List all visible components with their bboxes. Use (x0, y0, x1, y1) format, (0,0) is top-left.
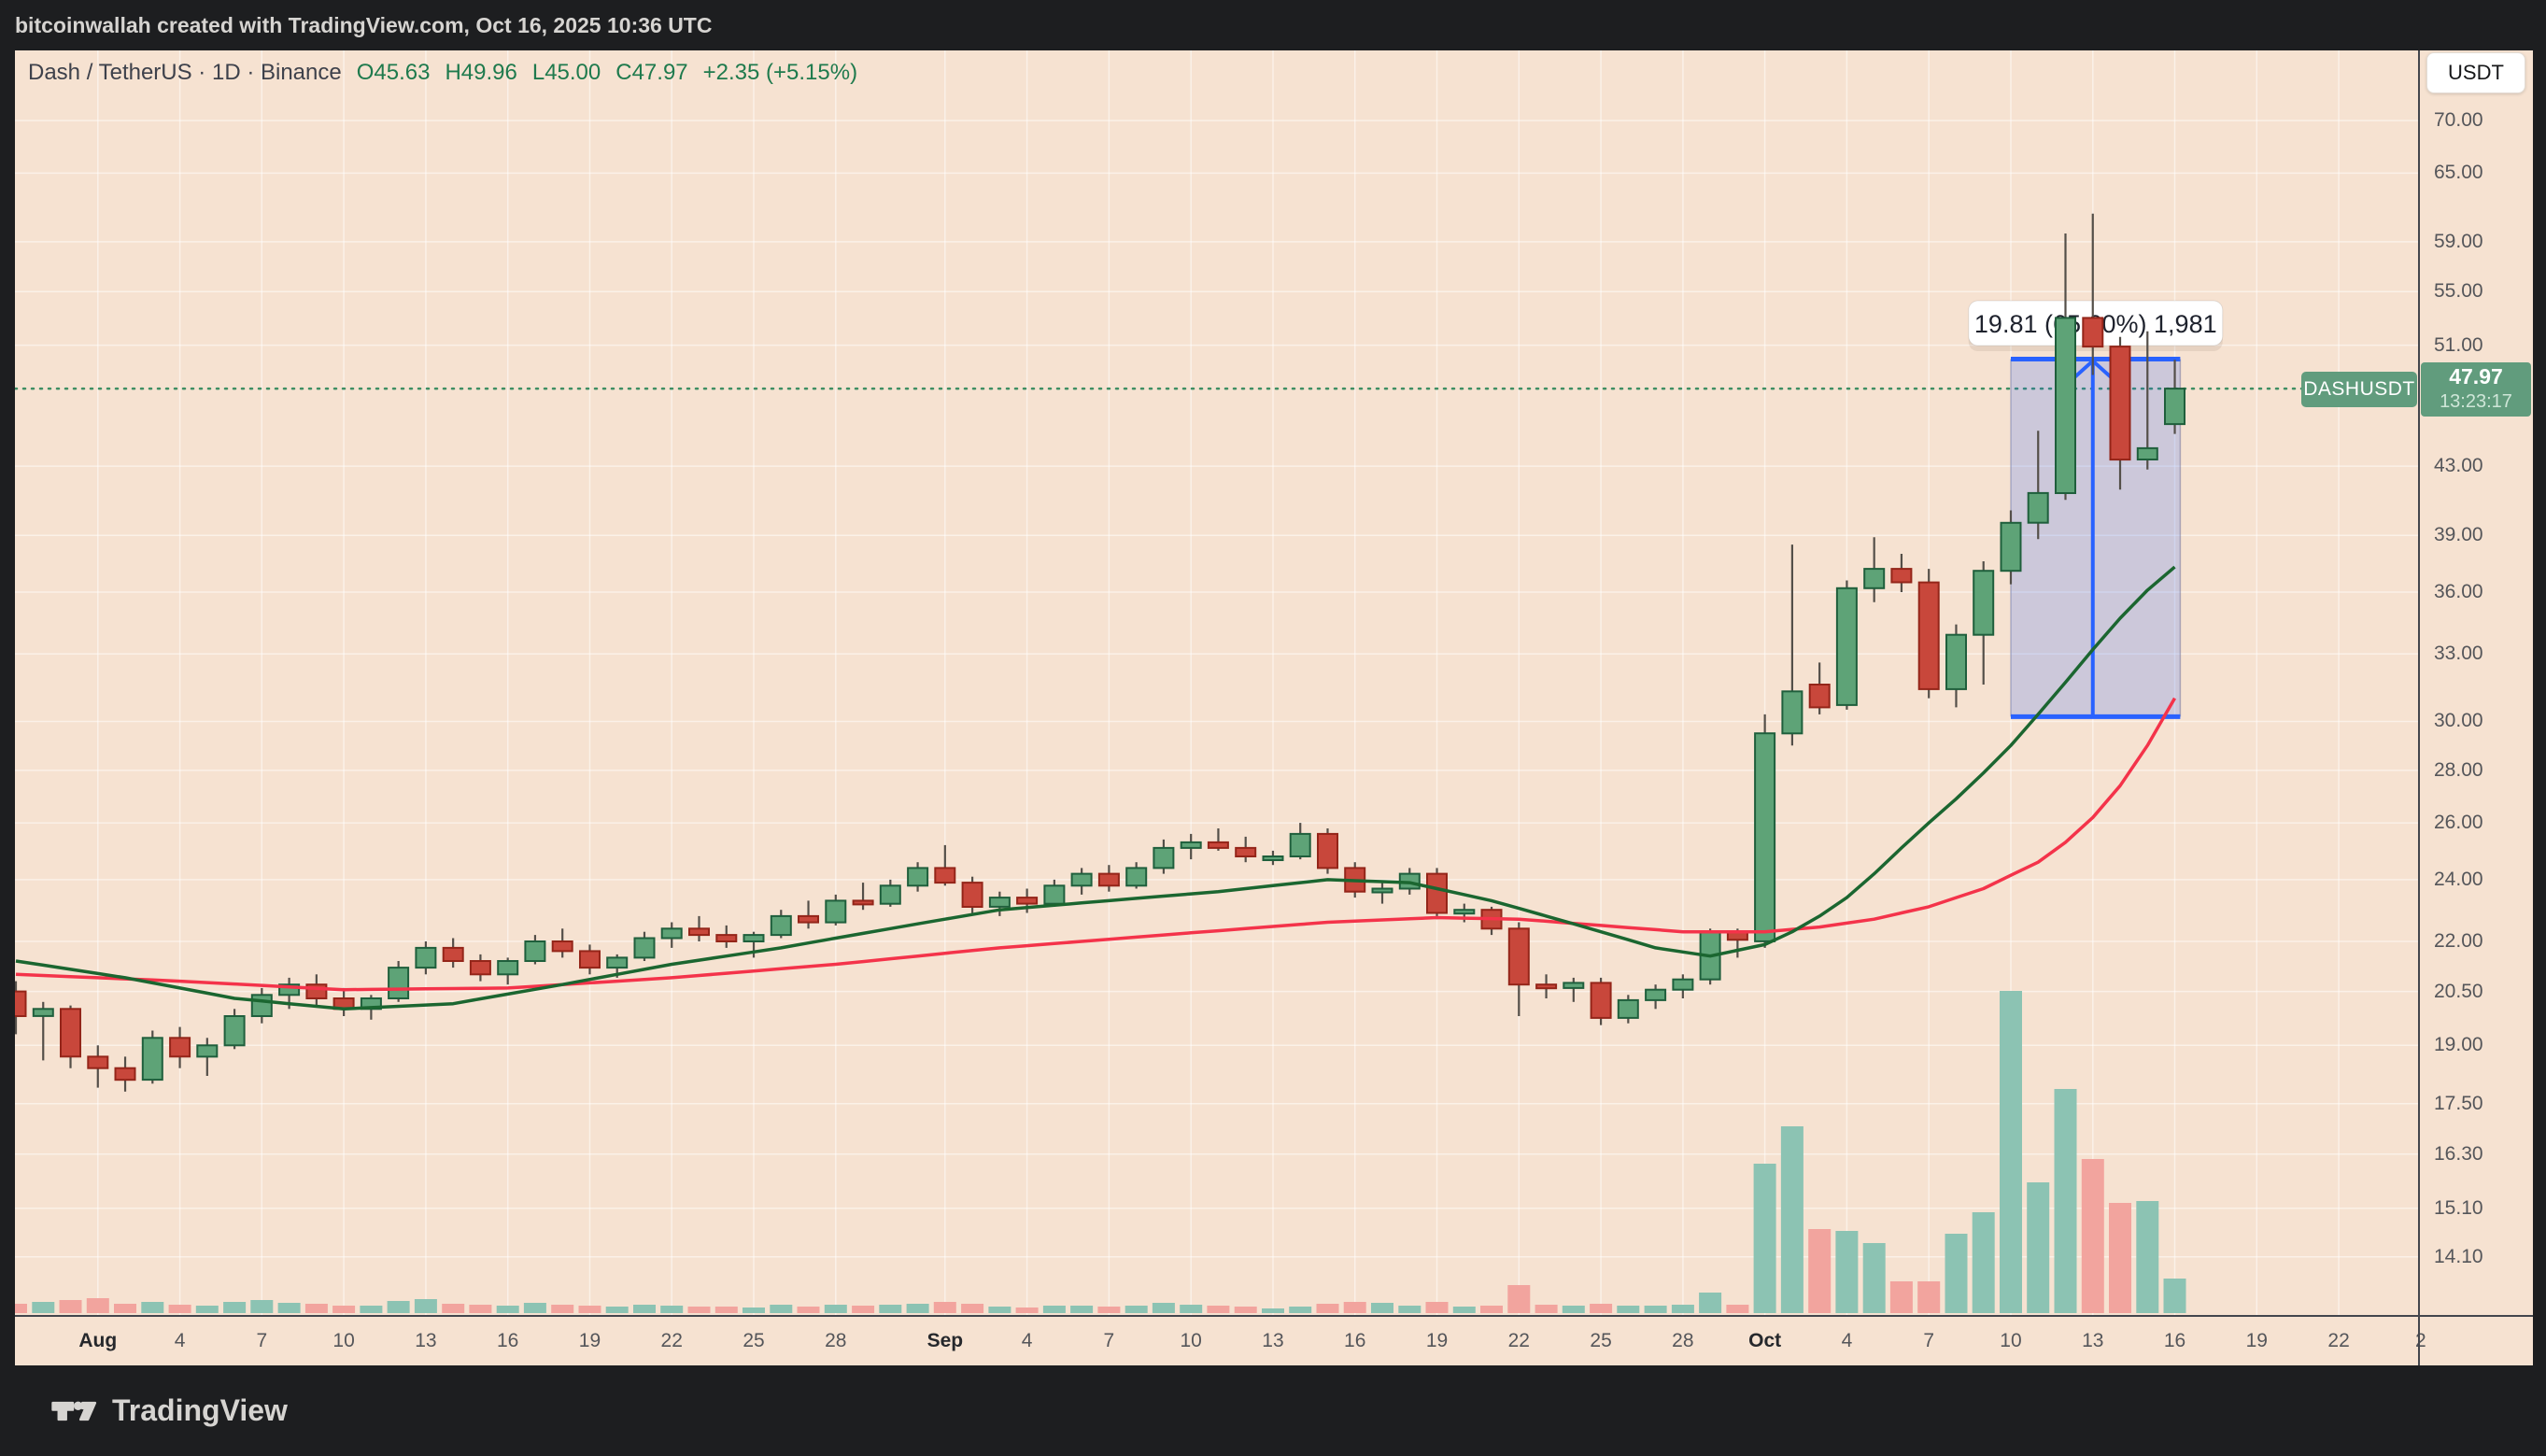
time-tick-label: 25 (1590, 1330, 1612, 1351)
tradingview-logo-icon (51, 1401, 97, 1421)
symbol-price-flag: DASHUSDT (2301, 372, 2417, 407)
price-tick-label: 17.50 (2434, 1092, 2483, 1114)
time-tick-month-label: Oct (1748, 1330, 1782, 1351)
price-tick-label: 43.00 (2434, 455, 2483, 477)
time-tick-label: 2 (2415, 1330, 2426, 1351)
ohlc-close: C47.97 (615, 60, 688, 85)
time-tick-month-label: Sep (926, 1330, 964, 1351)
time-tick-label: 13 (415, 1330, 437, 1351)
price-tick-label: 15.10 (2434, 1196, 2483, 1219)
ma-slow-line (15, 697, 2177, 992)
footer-bar: TradingView (0, 1365, 2546, 1456)
price-tick-label: 59.00 (2434, 230, 2483, 252)
time-tick-label: 16 (1344, 1330, 1366, 1351)
price-tick-label: 16.30 (2434, 1142, 2483, 1165)
time-axis[interactable]: Aug 4 7 10 13 16 19 22 25 28 Sep 4 7 10 13 16 19 22 25 28 Oc… (15, 1317, 2533, 1365)
time-tick-label: 10 (2000, 1330, 2022, 1351)
price-tick-label: 55.00 (2434, 280, 2483, 303)
time-tick-label: 10 (1180, 1330, 1202, 1351)
time-tick-label: 4 (1841, 1330, 1853, 1351)
price-tick-label: 20.50 (2434, 980, 2483, 1002)
price-tick-label: 65.00 (2434, 162, 2483, 184)
time-tick-label: 25 (743, 1330, 765, 1351)
price-tick-label: 36.00 (2434, 581, 2483, 603)
price-tick-label: 26.00 (2434, 812, 2483, 834)
time-tick-label: 22 (2327, 1330, 2350, 1351)
time-tick-label: 16 (2163, 1330, 2186, 1351)
symbol-legend[interactable]: Dash / TetherUS · 1D · Binance O45.63 H4… (28, 58, 857, 88)
time-tick-label: 22 (1507, 1330, 1530, 1351)
candles-layer (15, 213, 2185, 1092)
time-tick-label: 7 (1103, 1330, 1115, 1351)
price-tick-label: 14.10 (2434, 1245, 2483, 1267)
symbol-title: Dash / TetherUS · 1D · Binance (28, 60, 342, 85)
last-price-value: 47.97 (2449, 364, 2503, 389)
price-tick-label: 24.00 (2434, 868, 2483, 890)
time-tick-label: 13 (1262, 1330, 1284, 1351)
price-tick-label: 39.00 (2434, 524, 2483, 546)
time-tick-label: 4 (174, 1330, 186, 1351)
price-tick-label: 33.00 (2434, 643, 2483, 665)
bar-countdown: 13:23:17 (2440, 391, 2512, 412)
time-tick-label: 28 (825, 1330, 847, 1351)
time-tick-label: 10 (332, 1330, 355, 1351)
time-tick-label: 16 (496, 1330, 519, 1351)
currency-label: USDT (2448, 61, 2504, 84)
time-tick-label: 4 (1021, 1330, 1033, 1351)
watermark-bar: bitcoinwallah created with TradingView.c… (0, 0, 2546, 50)
chart-plot-area[interactable]: 19.81 (65.60%) 1,981 (15, 50, 2419, 1315)
time-tick-month-label: Aug (78, 1330, 118, 1351)
price-tick-label: 19.00 (2434, 1034, 2483, 1056)
time-axis-border (15, 1315, 2533, 1317)
time-tick-label: 28 (1672, 1330, 1694, 1351)
symbol-flag-text: DASHUSDT (2303, 378, 2415, 400)
time-tick-label: 19 (2245, 1330, 2268, 1351)
ohlc-low: L45.00 (531, 60, 601, 85)
time-tick-label: 22 (660, 1330, 683, 1351)
watermark-text: bitcoinwallah created with TradingView.c… (15, 13, 713, 37)
ohlc-open: O45.63 (356, 60, 431, 85)
time-tick-label: 13 (2082, 1330, 2104, 1351)
price-axis-border (2418, 50, 2420, 1365)
last-price-label: 47.97 13:23:17 (2421, 362, 2531, 417)
price-tick-label: 28.00 (2434, 758, 2483, 781)
ohlc-change: +2.35 (+5.15%) (702, 60, 858, 85)
time-tick-label: 7 (1923, 1330, 1935, 1351)
price-tick-label: 51.00 (2434, 333, 2483, 356)
ma-fast-line (15, 565, 2176, 1011)
price-tick-label: 30.00 (2434, 710, 2483, 732)
price-tick-label: 70.00 (2434, 109, 2483, 132)
time-tick-label: 19 (1425, 1330, 1449, 1351)
price-range-drawing[interactable] (2010, 356, 2182, 719)
candlestick-chart[interactable]: 19.81 (65.60%) 1,981 (15, 50, 2419, 1315)
time-tick-label: 7 (256, 1330, 268, 1351)
price-axis[interactable]: 70.00 65.00 59.00 55.00 51.00 43.00 39.00 36.00… (2419, 50, 2533, 1315)
volume-bars (15, 991, 2186, 1313)
ohlc-high: H49.96 (445, 60, 517, 85)
currency-toggle-button[interactable]: USDT (2426, 52, 2525, 93)
tradingview-logo[interactable]: TradingView (50, 1391, 288, 1432)
price-tick-label: 22.00 (2434, 929, 2483, 952)
time-tick-label: 19 (578, 1330, 601, 1351)
tradingview-logo-text: TradingView (112, 1393, 288, 1427)
